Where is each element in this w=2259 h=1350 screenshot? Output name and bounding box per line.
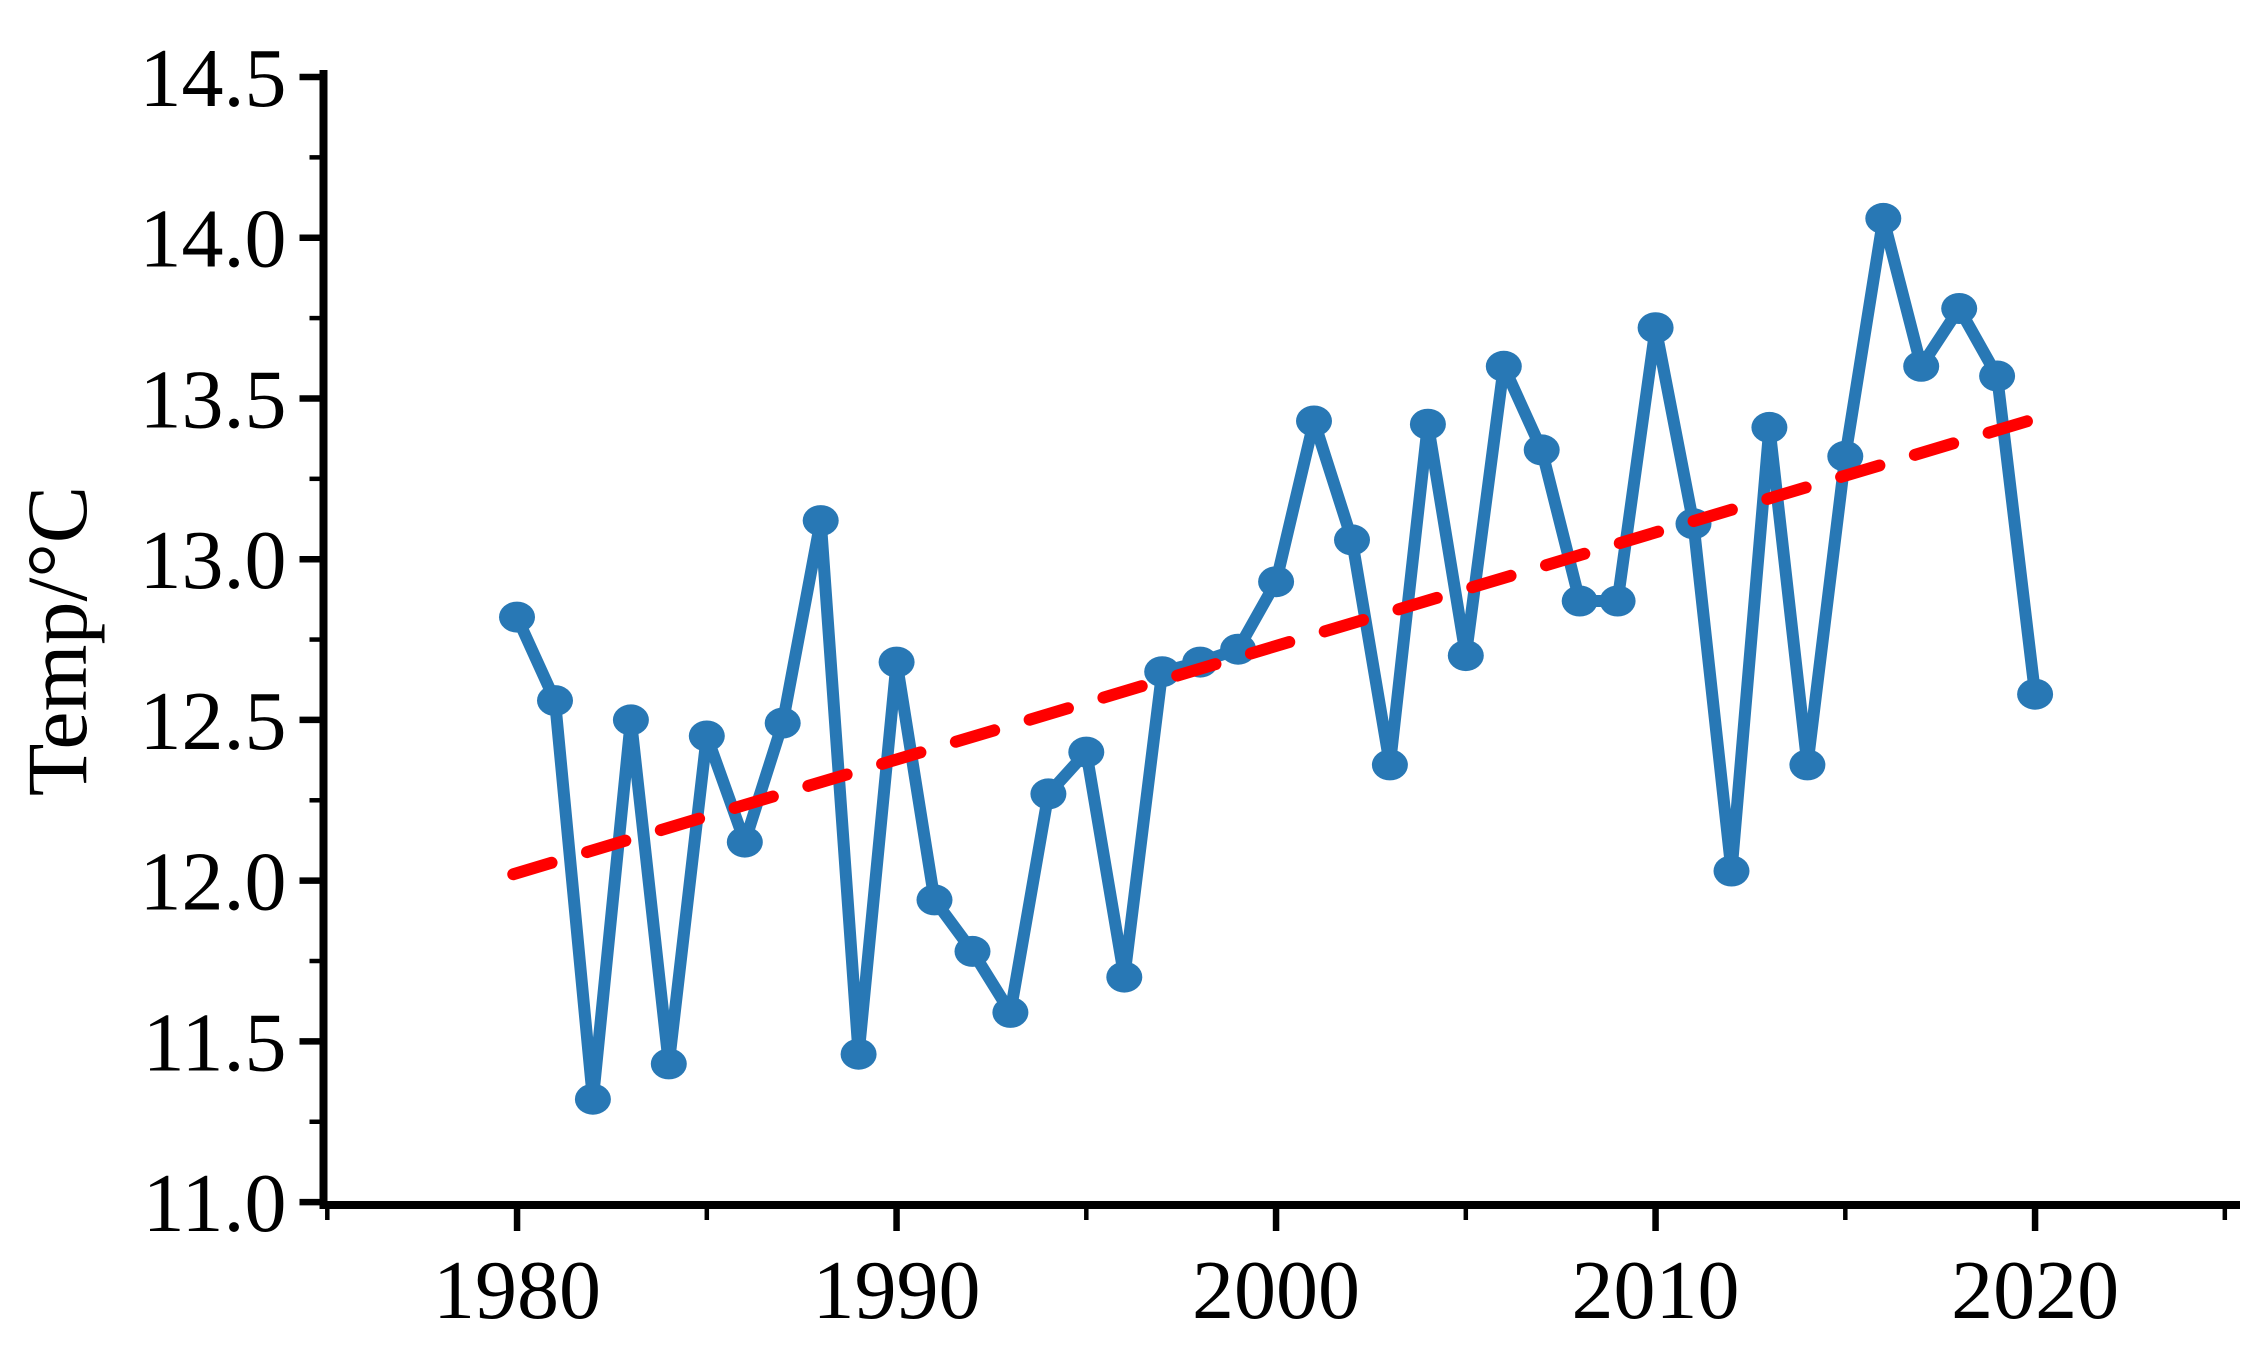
data-point xyxy=(802,505,839,537)
trend-line xyxy=(507,411,2045,881)
x-tick-label: 2000 xyxy=(1192,1244,1360,1337)
temperature-series xyxy=(499,202,2054,1115)
data-point xyxy=(1637,312,1674,344)
data-point xyxy=(1030,778,1067,810)
data-point xyxy=(764,707,801,739)
x-tick-label: 1990 xyxy=(813,1244,981,1337)
data-point xyxy=(688,720,725,752)
data-point xyxy=(726,826,763,858)
data-point xyxy=(1903,350,1940,382)
data-point xyxy=(499,601,535,633)
data-point xyxy=(1561,585,1598,617)
data-point xyxy=(1485,350,1522,382)
y-tick-label: 13.0 xyxy=(140,514,287,607)
series-line xyxy=(511,212,2042,1106)
data-point xyxy=(1296,405,1332,437)
data-point xyxy=(1447,640,1484,672)
x-tick-label: 1980 xyxy=(433,1244,601,1337)
axis-labels: Temp/°C xyxy=(9,486,105,796)
data-point xyxy=(1371,749,1408,781)
trend-line-layer xyxy=(507,411,2045,881)
data-point xyxy=(1409,408,1446,440)
data-point xyxy=(840,1038,877,1070)
data-point xyxy=(2017,678,2054,710)
data-point xyxy=(1106,961,1143,993)
x-tick-label: 2020 xyxy=(1951,1244,2119,1337)
data-point xyxy=(650,1048,687,1080)
data-point xyxy=(1751,411,1788,443)
data-point xyxy=(537,685,573,717)
y-tick-label: 13.5 xyxy=(140,353,287,446)
y-axis-title: Temp/°C xyxy=(9,486,105,796)
data-point xyxy=(954,935,991,967)
data-point xyxy=(878,646,915,678)
data-point xyxy=(916,884,953,916)
data-point xyxy=(1789,749,1826,781)
data-point xyxy=(1144,656,1181,688)
data-point xyxy=(1979,360,2016,392)
y-tick-label: 14.0 xyxy=(140,193,287,286)
data-point xyxy=(574,1083,611,1115)
data-point xyxy=(1258,566,1295,598)
data-point xyxy=(1713,855,1750,887)
data-point xyxy=(612,704,649,736)
axes: 11.0 11.5 12.0 12.5 13.0 13.5 14.0 14.5 1980 1990… xyxy=(140,32,2240,1337)
x-tick-label: 2010 xyxy=(1572,1244,1740,1337)
data-point xyxy=(1827,440,1864,472)
y-tick-label: 12.0 xyxy=(140,836,287,929)
data-point xyxy=(1941,293,1978,324)
y-tick-label: 14.5 xyxy=(140,32,287,125)
data-point xyxy=(1865,202,1902,234)
y-tick-label: 12.5 xyxy=(140,675,287,768)
data-point xyxy=(1523,434,1560,466)
data-point xyxy=(992,996,1029,1028)
y-tick-label: 11.0 xyxy=(143,1157,287,1250)
data-point xyxy=(1599,585,1636,617)
data-point xyxy=(1068,736,1105,768)
y-tick-label: 11.5 xyxy=(143,996,287,1089)
data-point xyxy=(1334,524,1370,556)
